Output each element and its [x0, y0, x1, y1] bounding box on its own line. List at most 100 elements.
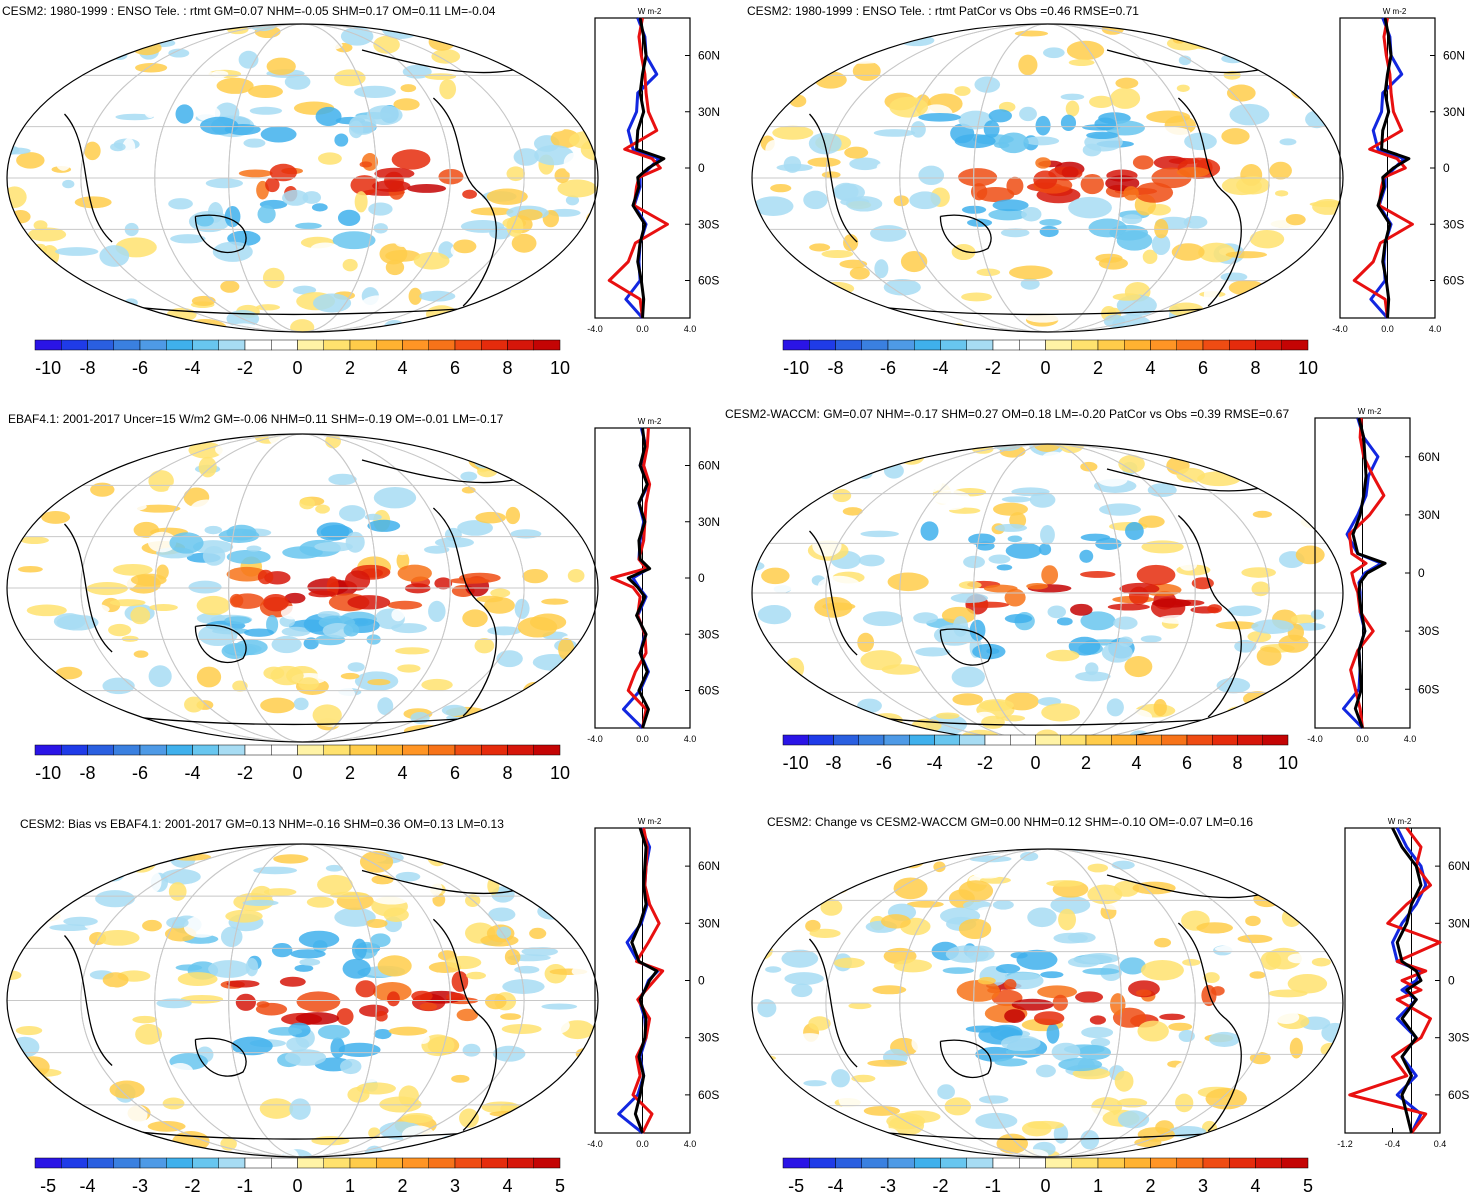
colorbar-swatch: [481, 1157, 508, 1169]
field-cell: [537, 903, 566, 920]
field-cell: [7, 707, 27, 714]
field-cell: [395, 871, 421, 882]
field-cell: [1267, 1103, 1292, 1123]
field-cell: [1268, 989, 1308, 998]
field-cell: [883, 279, 921, 296]
field-cell: [1019, 106, 1037, 122]
field-cell: [416, 1033, 430, 1044]
field-cell: [1221, 128, 1250, 145]
field-cell: [541, 1003, 578, 1010]
field-cell: [84, 714, 111, 729]
field-cell: [226, 980, 260, 988]
field-cell: [1251, 316, 1270, 332]
field-cell: [168, 1042, 186, 1049]
field-cell: [557, 860, 573, 882]
field-cell: [280, 605, 303, 620]
colorbar-swatch: [244, 339, 272, 351]
field-cell: [799, 867, 827, 875]
field-cell: [792, 1033, 827, 1051]
zonal-mean-plot: W m-2 60N 30N 0 30S 60S -4.0 0.0 4.0: [587, 817, 720, 1149]
field-cell: [99, 986, 125, 1004]
field-cell: [1080, 533, 1111, 542]
field-cell: [166, 916, 189, 929]
field-cell: [334, 69, 366, 87]
field-cell: [1256, 646, 1282, 666]
field-cell: [462, 609, 488, 628]
colorbar-swatch: [1045, 339, 1072, 351]
field-cell: [195, 214, 214, 227]
field-cell: [777, 467, 800, 478]
field-cell: [500, 1013, 522, 1020]
colorbar-swatch: [1186, 734, 1213, 746]
colorbar-tick-label: 0: [1030, 753, 1040, 773]
field-cell: [961, 205, 987, 214]
map-border: [6, 433, 599, 743]
coastline: [809, 530, 858, 656]
field-cell: [360, 295, 396, 315]
field-cell: [424, 545, 450, 554]
field-cell: [299, 497, 315, 510]
colorbar-swatch: [1124, 1157, 1151, 1169]
field-cell: [313, 39, 343, 51]
field-cell: [762, 702, 800, 714]
longitude-line: [973, 24, 1122, 332]
field-cell: [461, 441, 477, 452]
units-label: W m-2: [1358, 407, 1382, 416]
field-cell: [7, 48, 32, 59]
field-cell: [849, 157, 881, 171]
colorbar-swatch: [244, 1157, 272, 1169]
colorbar-tick-label: 10: [1298, 358, 1318, 378]
colorbar-swatch: [271, 339, 298, 351]
y-tick-label: 0: [698, 571, 705, 585]
field-cell: [281, 626, 311, 637]
colorbar-tick-label: -5: [40, 1176, 56, 1196]
field-cell: [958, 168, 998, 187]
field-cell: [522, 569, 548, 584]
field-cell: [1090, 1037, 1111, 1047]
coastline: [809, 113, 858, 243]
field-cell: [838, 724, 874, 734]
series-model: [610, 427, 652, 729]
field-cell: [1065, 100, 1080, 117]
field-cell: [67, 136, 81, 146]
map-field: [7, 434, 598, 742]
field-cell: [347, 595, 391, 610]
field-cell: [318, 152, 342, 165]
field-cell: [157, 844, 194, 851]
field-cell: [34, 62, 54, 83]
field-cell: [191, 295, 216, 306]
field-cell: [756, 41, 772, 62]
series-other: [617, 827, 660, 1135]
field-cell: [1039, 225, 1059, 238]
series-model: [1352, 17, 1414, 319]
colorbar-swatch: [835, 1157, 862, 1169]
field-cell: [1241, 567, 1276, 578]
series-model: [1347, 417, 1386, 729]
field-cell: [368, 202, 393, 216]
field-cell: [183, 166, 210, 177]
field-cell: [110, 142, 126, 152]
field-cell: [776, 25, 810, 38]
field-cell: [1000, 228, 1030, 238]
colorbar-tick-label: -10: [35, 763, 61, 783]
field-cell: [230, 593, 265, 609]
field-cell: [7, 1147, 24, 1157]
field-cell: [550, 472, 576, 482]
field-cell: [1061, 166, 1079, 179]
colorbar-swatch: [1255, 1157, 1282, 1169]
field-cell: [810, 1129, 845, 1148]
colorbar-tick-label: 0: [1040, 1176, 1050, 1196]
field-cell: [375, 1010, 388, 1022]
x-tick-label: -4.0: [1307, 734, 1323, 744]
field-cell: [284, 1049, 327, 1066]
field-cell: [775, 275, 809, 290]
field-cell: [1113, 616, 1138, 630]
field-cell: [260, 697, 295, 714]
field-cell: [1081, 1026, 1114, 1039]
coastline: [194, 624, 247, 664]
field-cell: [1005, 542, 1042, 559]
panel-title: EBAF4.1: 2001-2017 Uncer=15 W/m2 GM=-0.0…: [8, 412, 504, 426]
field-cell: [507, 24, 524, 32]
field-cell: [7, 455, 18, 466]
field-cell: [340, 27, 374, 46]
